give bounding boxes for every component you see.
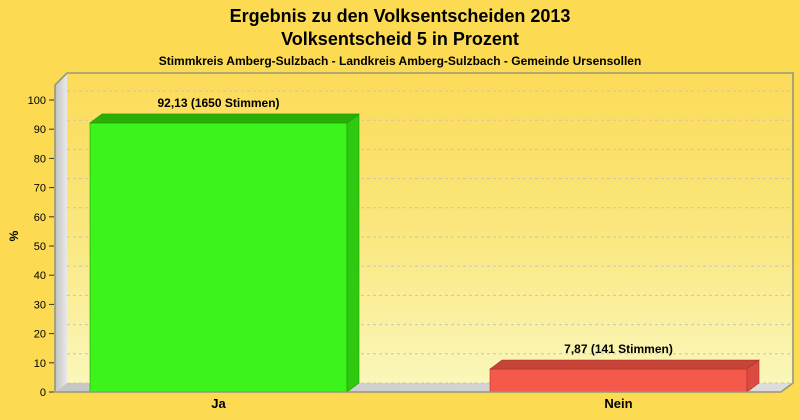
bar-side-ja	[346, 113, 360, 393]
chart-title-line1: Ergebnis zu den Volksentscheiden 2013	[229, 6, 571, 26]
bar-front-nein	[489, 368, 748, 393]
category-label-nein: Nein	[604, 396, 632, 411]
plot-wall-3d	[55, 73, 67, 392]
chart-header: Ergebnis zu den Volksentscheiden 2013 Vo…	[0, 5, 800, 68]
bar-side-nein	[746, 359, 760, 393]
y-tick-label-20: 20	[34, 329, 46, 341]
y-tick-label-100: 100	[28, 95, 46, 107]
y-axis-title: %	[7, 230, 21, 241]
y-tick-label-50: 50	[34, 241, 46, 253]
y-tick-label-60: 60	[34, 212, 46, 224]
y-tick-label-80: 80	[34, 153, 46, 165]
bar-top-ja	[89, 113, 360, 124]
bars: 92,13 (1650 Stimmen) Ja 7,87 (141 Stimmen)…	[89, 96, 760, 411]
y-tick-label-40: 40	[34, 270, 46, 282]
y-tick-label-30: 30	[34, 299, 46, 311]
chart-title-line2: Volksentscheid 5 in Prozent	[281, 29, 519, 49]
bar-value-label-ja: 92,13 (1650 Stimmen)	[157, 96, 279, 110]
bar-front-ja	[89, 122, 348, 393]
y-axis: 0 10 20 30 40 50 60 70 80 90 100	[28, 95, 54, 399]
bar-top-nein	[489, 359, 760, 370]
bar-value-label-nein: 7,87 (141 Stimmen)	[564, 342, 673, 356]
chart-region-line: Stimmkreis Amberg-Sulzbach - Landkreis A…	[158, 54, 642, 68]
y-tick-label-10: 10	[34, 358, 46, 370]
y-tick-label-90: 90	[34, 124, 46, 136]
plot-border	[54, 72, 794, 393]
y-tick-label-0: 0	[40, 387, 46, 399]
y-tick-label-70: 70	[34, 183, 46, 195]
category-label-ja: Ja	[211, 396, 226, 411]
